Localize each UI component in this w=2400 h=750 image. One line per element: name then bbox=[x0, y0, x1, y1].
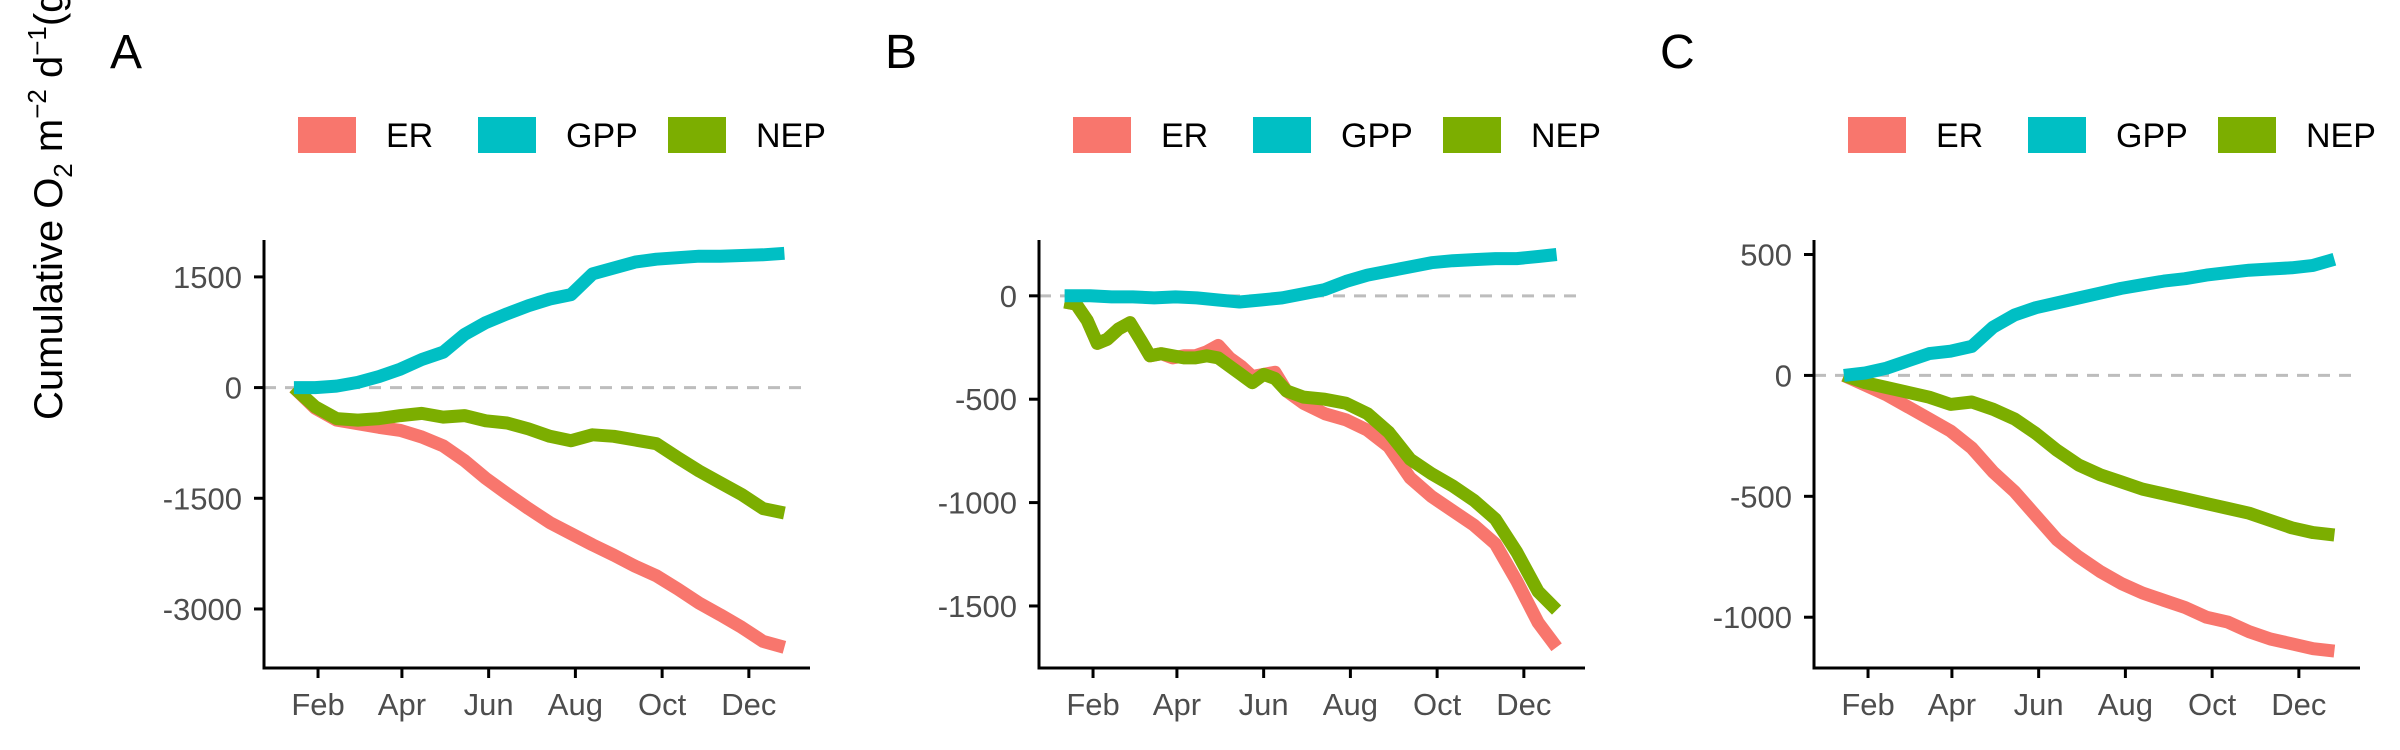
legend-label-gpp: GPP bbox=[566, 117, 638, 155]
legend-label-er: ER bbox=[1161, 117, 1208, 155]
x-tick-label: Feb bbox=[1841, 687, 1894, 722]
x-tick-label: Dec bbox=[721, 687, 776, 722]
panel-label: C bbox=[1660, 26, 1695, 79]
series-line-er bbox=[1841, 369, 2336, 658]
x-tick-label: Apr bbox=[1153, 687, 1201, 722]
panel-label: B bbox=[885, 26, 917, 79]
y-tick-label: -1500 bbox=[163, 481, 242, 516]
legend-label-nep: NEP bbox=[1531, 117, 1601, 155]
legend-label-er: ER bbox=[386, 117, 433, 155]
y-tick-label: -3000 bbox=[163, 592, 242, 627]
x-tick-label: Feb bbox=[291, 687, 344, 722]
legend-key-er bbox=[298, 117, 356, 153]
legend-key-er bbox=[1073, 117, 1131, 153]
x-tick-label: Oct bbox=[2188, 687, 2237, 722]
y-tick-label: 0 bbox=[1775, 358, 1792, 393]
x-tick-label: Aug bbox=[2098, 687, 2153, 722]
y-tick-label: -1000 bbox=[1713, 600, 1792, 635]
y-tick-label: 500 bbox=[1740, 238, 1792, 273]
legend-key-er bbox=[1848, 117, 1906, 153]
panels: A ER GPP NEP 1500 0 -1500 -3000 Feb Apr Jun Aug Oct D… bbox=[110, 26, 2376, 722]
series-line-er bbox=[1063, 295, 1562, 652]
y-tick-label: 0 bbox=[1000, 279, 1017, 314]
y-tick-label: 1500 bbox=[173, 260, 242, 295]
x-tick-label: Oct bbox=[1413, 687, 1462, 722]
x-tick-label: Apr bbox=[378, 687, 426, 722]
y-axis-label: Cumulative O2 m−2 d−1(g) bbox=[22, 0, 78, 420]
panel-a: A ER GPP NEP 1500 0 -1500 -3000 Feb Apr Jun Aug Oct D… bbox=[110, 26, 826, 722]
x-tick-label: Aug bbox=[1323, 687, 1378, 722]
legend-label-nep: NEP bbox=[2306, 117, 2376, 155]
x-tick-label: Feb bbox=[1066, 687, 1119, 722]
y-tick-label: -1000 bbox=[938, 486, 1017, 521]
legend-label-er: ER bbox=[1936, 117, 1983, 155]
x-tick-label: Oct bbox=[638, 687, 687, 722]
series-line-nep bbox=[1063, 295, 1562, 615]
x-tick-label: Aug bbox=[548, 687, 603, 722]
legend-key-nep bbox=[1443, 117, 1501, 153]
y-tick-label: -1500 bbox=[938, 589, 1017, 624]
series-line-gpp bbox=[1064, 248, 1558, 309]
legend-key-gpp bbox=[1253, 117, 1311, 153]
x-tick-label: Dec bbox=[2271, 687, 2326, 722]
legend-key-gpp bbox=[2028, 117, 2086, 153]
panel-c: C ER GPP NEP 500 0 -500 -1000 Feb Apr Jun Aug Oct Dec bbox=[1660, 26, 2376, 722]
series-line-nep bbox=[1841, 369, 2336, 542]
legend-label-gpp: GPP bbox=[2116, 117, 2188, 155]
legend-key-gpp bbox=[478, 117, 536, 153]
y-tick-label: -500 bbox=[1730, 479, 1792, 514]
legend-label-nep: NEP bbox=[756, 117, 826, 155]
series-line-nep bbox=[289, 382, 786, 520]
x-tick-label: Jun bbox=[1239, 687, 1289, 722]
legend-label-gpp: GPP bbox=[1341, 117, 1413, 155]
y-tick-label: -500 bbox=[955, 382, 1017, 417]
x-tick-label: Apr bbox=[1928, 687, 1976, 722]
panel-label: A bbox=[110, 26, 142, 79]
y-tick-label: 0 bbox=[225, 371, 242, 406]
panel-b: B ER GPP NEP 0 -500 -1000 -1500 Feb Apr Jun Aug Oct D… bbox=[885, 26, 1601, 722]
series-line-er bbox=[289, 382, 787, 654]
x-tick-label: Dec bbox=[1496, 687, 1551, 722]
series-line-gpp bbox=[293, 246, 785, 395]
legend-key-nep bbox=[2218, 117, 2276, 153]
x-tick-label: Jun bbox=[2014, 687, 2064, 722]
legend-key-nep bbox=[668, 117, 726, 153]
x-tick-label: Jun bbox=[464, 687, 514, 722]
series-line-gpp bbox=[1843, 253, 2337, 382]
